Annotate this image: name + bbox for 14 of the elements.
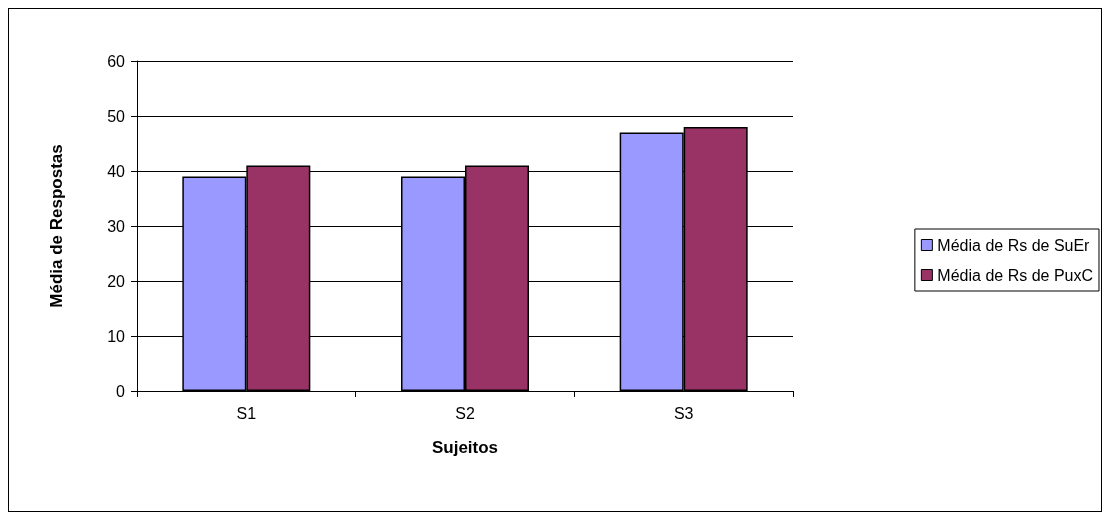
y-tick-label: 50 bbox=[107, 107, 126, 125]
y-tick-label: 0 bbox=[116, 382, 126, 400]
x-tick-label: S1 bbox=[236, 404, 257, 422]
y-tick-label: 10 bbox=[107, 327, 126, 345]
y-tick-label: 60 bbox=[107, 52, 126, 70]
x-tick-label: S2 bbox=[455, 404, 475, 422]
x-axis-title: Sujeitos bbox=[431, 438, 499, 457]
y-axis-title: Média de Respostas bbox=[47, 144, 66, 308]
y-tick-label: 20 bbox=[107, 272, 126, 290]
x-tick-label: S3 bbox=[673, 404, 694, 422]
legend-label: Média de Rs de PuxC bbox=[937, 266, 1094, 284]
legend-label: Média de Rs de SuEr bbox=[937, 236, 1091, 254]
y-tick-label: 40 bbox=[107, 162, 126, 180]
y-tick-label: 30 bbox=[107, 217, 126, 235]
